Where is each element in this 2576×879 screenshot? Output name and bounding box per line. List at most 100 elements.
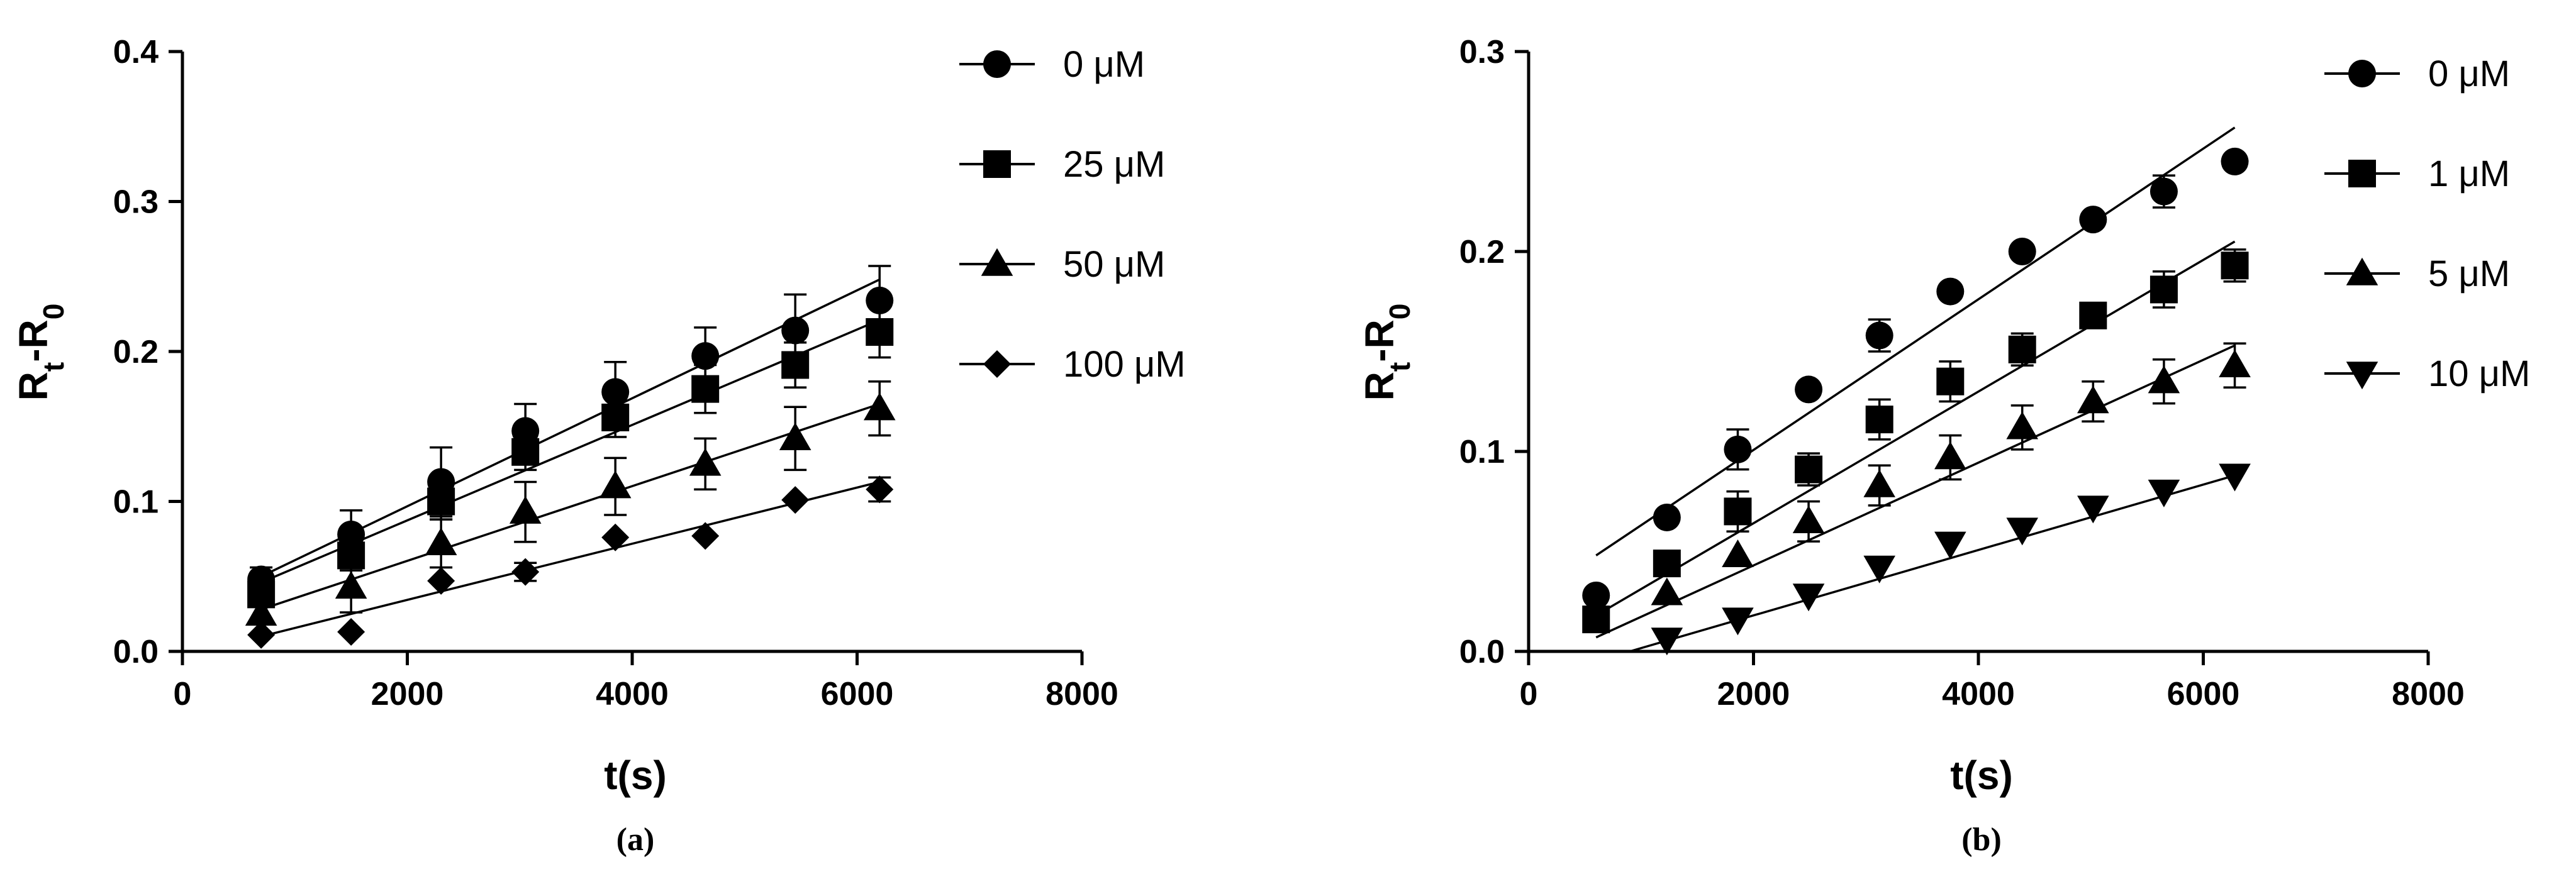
series-3: [247, 475, 894, 649]
data-point: [691, 342, 720, 370]
x-tick-label: 0: [174, 676, 192, 712]
data-point: [2006, 411, 2039, 440]
data-point: [1934, 531, 1966, 560]
y-axis-title: Rt-R0: [11, 304, 70, 401]
data-point: [1863, 469, 1895, 497]
x-tick-label: 8000: [2392, 676, 2465, 712]
legend-marker: [983, 50, 1011, 78]
data-point: [511, 438, 540, 466]
series-1: [1582, 240, 2249, 634]
data-point: [2149, 275, 2178, 304]
fit-line: [260, 278, 881, 578]
data-point: [1863, 555, 1895, 583]
y-tick-label: 0.4: [113, 34, 159, 70]
data-point: [2008, 238, 2036, 265]
y-axis-title-subscript-t: t: [1383, 362, 1416, 372]
x-tick-label: 6000: [2167, 676, 2240, 712]
panel-caption: (b): [1961, 822, 2002, 858]
legend-item: 0 μM: [2324, 53, 2510, 94]
data-point: [781, 351, 810, 379]
data-point: [509, 495, 542, 524]
legend: 0 μM 25 μM 50 μM 100 μM: [959, 44, 1186, 385]
data-point: [781, 316, 810, 345]
data-point: [1582, 581, 1610, 609]
data-point: [337, 617, 365, 646]
y-tick-label: 0.3: [113, 184, 159, 221]
data-point: [1651, 627, 1683, 656]
data-point: [425, 527, 457, 555]
x-axis-title: t(s): [1950, 753, 2013, 798]
legend-label: 5 μM: [2428, 253, 2510, 294]
fit-line: [1595, 126, 2236, 556]
legend-item: 50 μM: [959, 244, 1165, 285]
data-point: [1865, 321, 1893, 350]
data-point: [601, 523, 630, 551]
fit-line: [1595, 344, 2236, 639]
x-tick-label: 8000: [1045, 676, 1118, 712]
fit-line: [260, 319, 880, 583]
y-axis-title-subscript-t: t: [37, 362, 70, 372]
x-tick-label: 2000: [1717, 676, 1790, 712]
y-tick-label: 0.0: [1459, 634, 1505, 670]
axes: 0 2000 4000 6000 8000 0.0 0.1 0.2 0.3 0.4: [113, 34, 1118, 712]
legend-item: 25 μM: [959, 144, 1165, 185]
data-point: [1792, 506, 1825, 533]
data-point: [2077, 385, 2109, 414]
data-point: [1653, 503, 1681, 531]
data-point: [2221, 147, 2249, 175]
data-point: [599, 470, 632, 499]
data-point: [2006, 517, 2039, 546]
y-tick-label: 0.2: [113, 334, 159, 370]
data-point: [2219, 349, 2251, 377]
plot-area: [1582, 126, 2251, 656]
data-point: [1653, 550, 1681, 578]
y-axis-title: Rt-R0: [1357, 304, 1416, 401]
data-point: [511, 558, 540, 586]
data-point: [2079, 206, 2107, 234]
data-point: [1724, 497, 1752, 526]
data-point: [427, 487, 455, 516]
legend-label: 100 μM: [1063, 344, 1186, 385]
legend-label: 25 μM: [1063, 144, 1165, 185]
fit-line: [260, 480, 880, 638]
data-point: [2079, 301, 2107, 329]
legend-marker: [2348, 160, 2376, 187]
data-point: [781, 486, 810, 514]
legend-item: 100 μM: [959, 344, 1186, 385]
series-3: [1629, 463, 2251, 656]
legend-marker: [981, 248, 1013, 276]
y-axis-title-subscript-0: 0: [37, 304, 70, 320]
chart-panel-a: 0 2000 4000 6000 8000 0.0 0.1 0.2 0.3 0.4 t(s) Rt…: [11, 34, 1186, 858]
data-point: [691, 375, 720, 403]
data-point: [691, 522, 720, 550]
x-tick-label: 0: [1520, 676, 1538, 712]
data-point: [2148, 479, 2180, 507]
data-point: [1936, 277, 1965, 306]
legend-marker: [2348, 60, 2376, 87]
legend-label: 0 μM: [1063, 44, 1145, 85]
series-2: [1595, 342, 2251, 639]
legend-marker: [983, 350, 1011, 378]
fit-line: [1595, 240, 2236, 617]
data-point: [511, 417, 540, 445]
legend-label: 0 μM: [2428, 53, 2510, 94]
data-point: [1651, 577, 1683, 605]
data-point: [779, 423, 811, 451]
data-point: [2008, 335, 2036, 363]
legend: 0 μM 1 μM 5 μM 10 μM: [2324, 53, 2530, 394]
data-point: [1722, 539, 1754, 568]
legend-item: 1 μM: [2324, 153, 2510, 194]
legend-item: 5 μM: [2324, 253, 2510, 294]
legend-item: 0 μM: [959, 44, 1145, 85]
plot-area: [245, 265, 896, 649]
legend-marker: [2346, 257, 2378, 285]
x-tick-label: 2000: [371, 676, 444, 712]
data-point: [1582, 605, 1610, 634]
data-point: [601, 403, 630, 431]
legend-marker: [2346, 362, 2378, 390]
data-point: [1795, 455, 1823, 484]
data-point: [1724, 435, 1752, 463]
series-1: [247, 305, 894, 609]
data-point: [866, 475, 894, 504]
